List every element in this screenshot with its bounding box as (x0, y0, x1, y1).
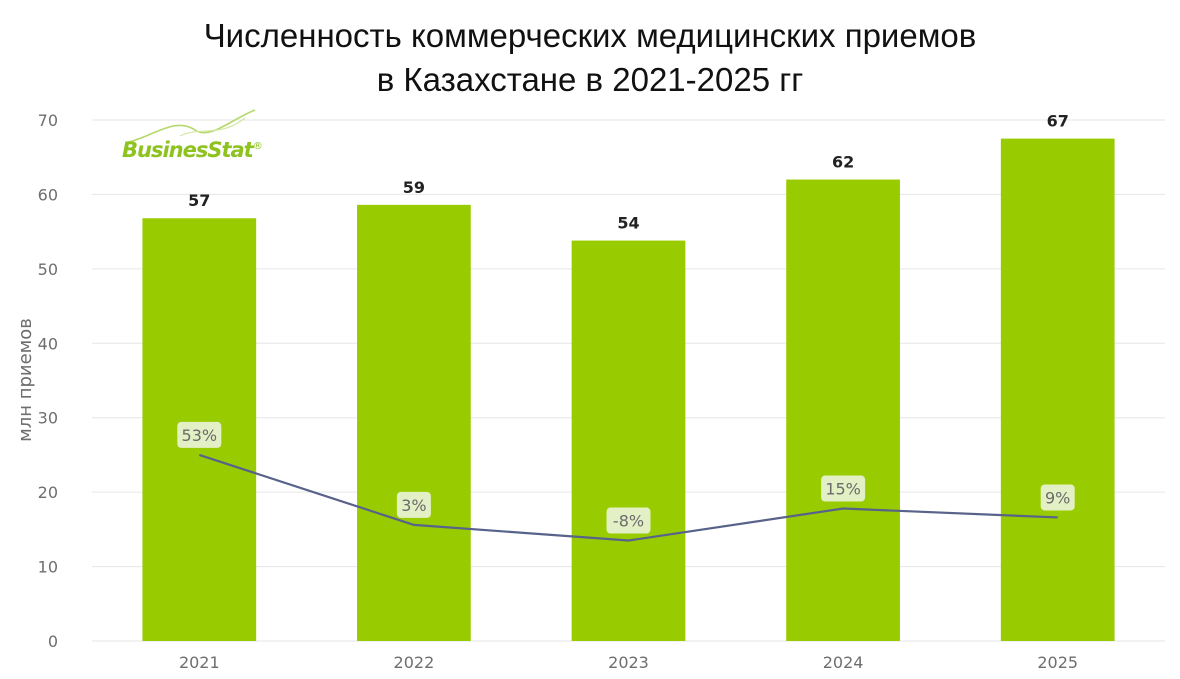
y-tick-label: 70 (38, 111, 58, 130)
bar (1000, 138, 1115, 641)
chart-title-line-1: Численность коммерческих медицинских при… (203, 17, 977, 54)
y-tick-label: 20 (38, 483, 58, 502)
x-tick-label: 2021 (179, 653, 220, 672)
growth-label-text: 53% (182, 426, 218, 445)
x-axis-ticks: 2021 2022 2023 2024 2025 (179, 653, 1078, 672)
y-tick-label: 10 (38, 558, 58, 577)
bars (142, 138, 1115, 642)
x-tick-label: 2022 (394, 653, 435, 672)
y-tick-label: 50 (38, 260, 58, 279)
y-tick-label: 60 (38, 185, 58, 204)
growth-label-text: 3% (401, 496, 426, 515)
growth-label: 53% (177, 421, 222, 448)
bar-value-label: 59 (403, 178, 425, 197)
businesstat-logo: BusinesStat® (120, 108, 270, 168)
y-axis-label: млн приемов (15, 318, 36, 442)
chart-title-line-2: в Казахстане в 2021-2025 гг (376, 61, 804, 98)
bar-value-label: 54 (617, 214, 639, 233)
growth-label-bg (396, 491, 431, 518)
growth-label: 3% (396, 491, 431, 518)
chart-title: Численность коммерческих медицинских при… (0, 14, 1180, 102)
bar-value-label: 57 (188, 191, 210, 210)
y-axis-ticks: 0 10 20 30 40 50 60 70 (38, 111, 58, 651)
y-tick-label: 30 (38, 409, 58, 428)
growth-label: 9% (1040, 484, 1075, 511)
growth-label-bg (1040, 484, 1075, 511)
growth-label-text: 15% (825, 480, 861, 499)
x-tick-label: 2024 (823, 653, 864, 672)
growth-label: -8% (606, 507, 651, 534)
growth-label-text: -8% (613, 512, 644, 531)
growth-label: 15% (821, 475, 866, 502)
logo-wordmark: BusinesStat (122, 138, 254, 162)
logo-text: BusinesStat® (122, 138, 263, 162)
growth-labels: 53% 3% -8% 15% 9% (177, 421, 1075, 534)
x-tick-label: 2025 (1037, 653, 1078, 672)
growth-line (198, 453, 1058, 542)
growth-label-bg (177, 421, 222, 448)
x-tick-label: 2023 (608, 653, 649, 672)
y-tick-label: 40 (38, 334, 58, 353)
bar (357, 204, 471, 641)
logo-swoosh-icon (127, 109, 256, 143)
y-tick-label: 0 (48, 632, 58, 651)
bar (786, 179, 900, 642)
bar-value-label: 67 (1047, 112, 1069, 131)
growth-label-text: 9% (1045, 488, 1070, 507)
bar-value-label: 62 (832, 153, 854, 172)
bar (571, 240, 686, 641)
bar-value-labels: 57 59 54 62 67 (188, 112, 1069, 233)
growth-label-bg (821, 475, 866, 502)
growth-label-bg (606, 507, 651, 534)
logo-registered-mark: ® (252, 141, 263, 152)
growth-line-path (198, 453, 1058, 542)
